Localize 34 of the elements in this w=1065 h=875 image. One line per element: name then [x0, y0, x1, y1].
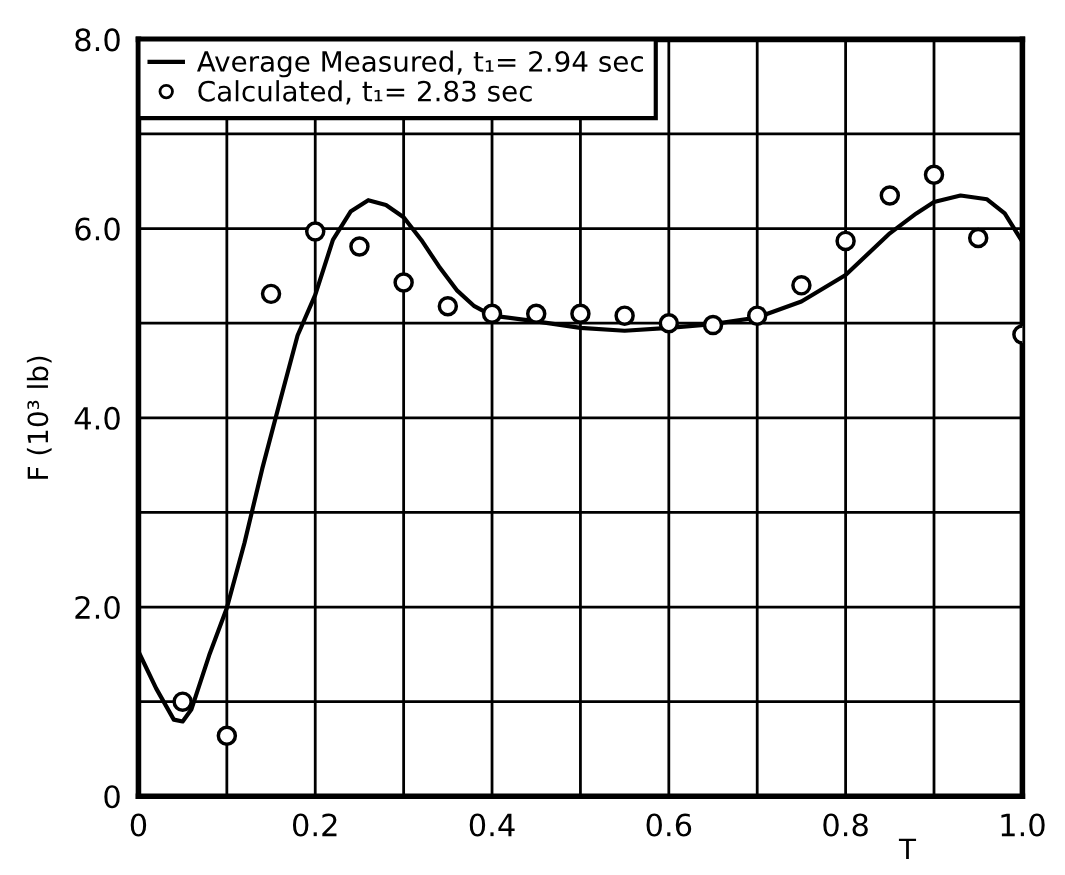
point: [437, 295, 459, 317]
x-axis-title: T: [898, 838, 917, 859]
x-tick-label: 1.0: [1001, 813, 1045, 837]
point: [349, 236, 370, 257]
y-tick-label: 2.0: [75, 595, 120, 620]
point: [967, 227, 989, 249]
point: [393, 272, 414, 293]
x-tick-label: 0.8: [823, 813, 868, 837]
point: [570, 303, 591, 324]
point: [923, 164, 945, 185]
point: [746, 305, 768, 326]
point: [216, 725, 238, 746]
x-tick-label: 0.2: [292, 813, 337, 837]
point: [835, 230, 856, 252]
point: [614, 305, 635, 326]
point: [879, 185, 901, 206]
y-tick-label: 0: [104, 785, 120, 809]
point: [305, 221, 326, 242]
x-tick-label: 0.6: [646, 813, 692, 837]
point: [791, 275, 812, 296]
y-tick-label: 6.0: [75, 217, 120, 241]
y-axis-title: F (10³ lb): [26, 356, 52, 479]
point: [260, 283, 282, 305]
point: [172, 691, 193, 712]
point: [658, 312, 680, 334]
x-tick-label: 0.4: [469, 813, 515, 837]
y-tick-label: 8.0: [75, 28, 120, 52]
point: [481, 303, 503, 324]
legend-label: Average Measured, t₁= 2.94 sec: [197, 50, 643, 78]
point: [525, 303, 547, 324]
point: [702, 314, 724, 336]
legend-label: Calculated, t₁= 2.83 sec: [198, 80, 532, 105]
y-tick-label: 4.0: [74, 406, 120, 430]
x-tick-label: 0: [130, 813, 147, 837]
